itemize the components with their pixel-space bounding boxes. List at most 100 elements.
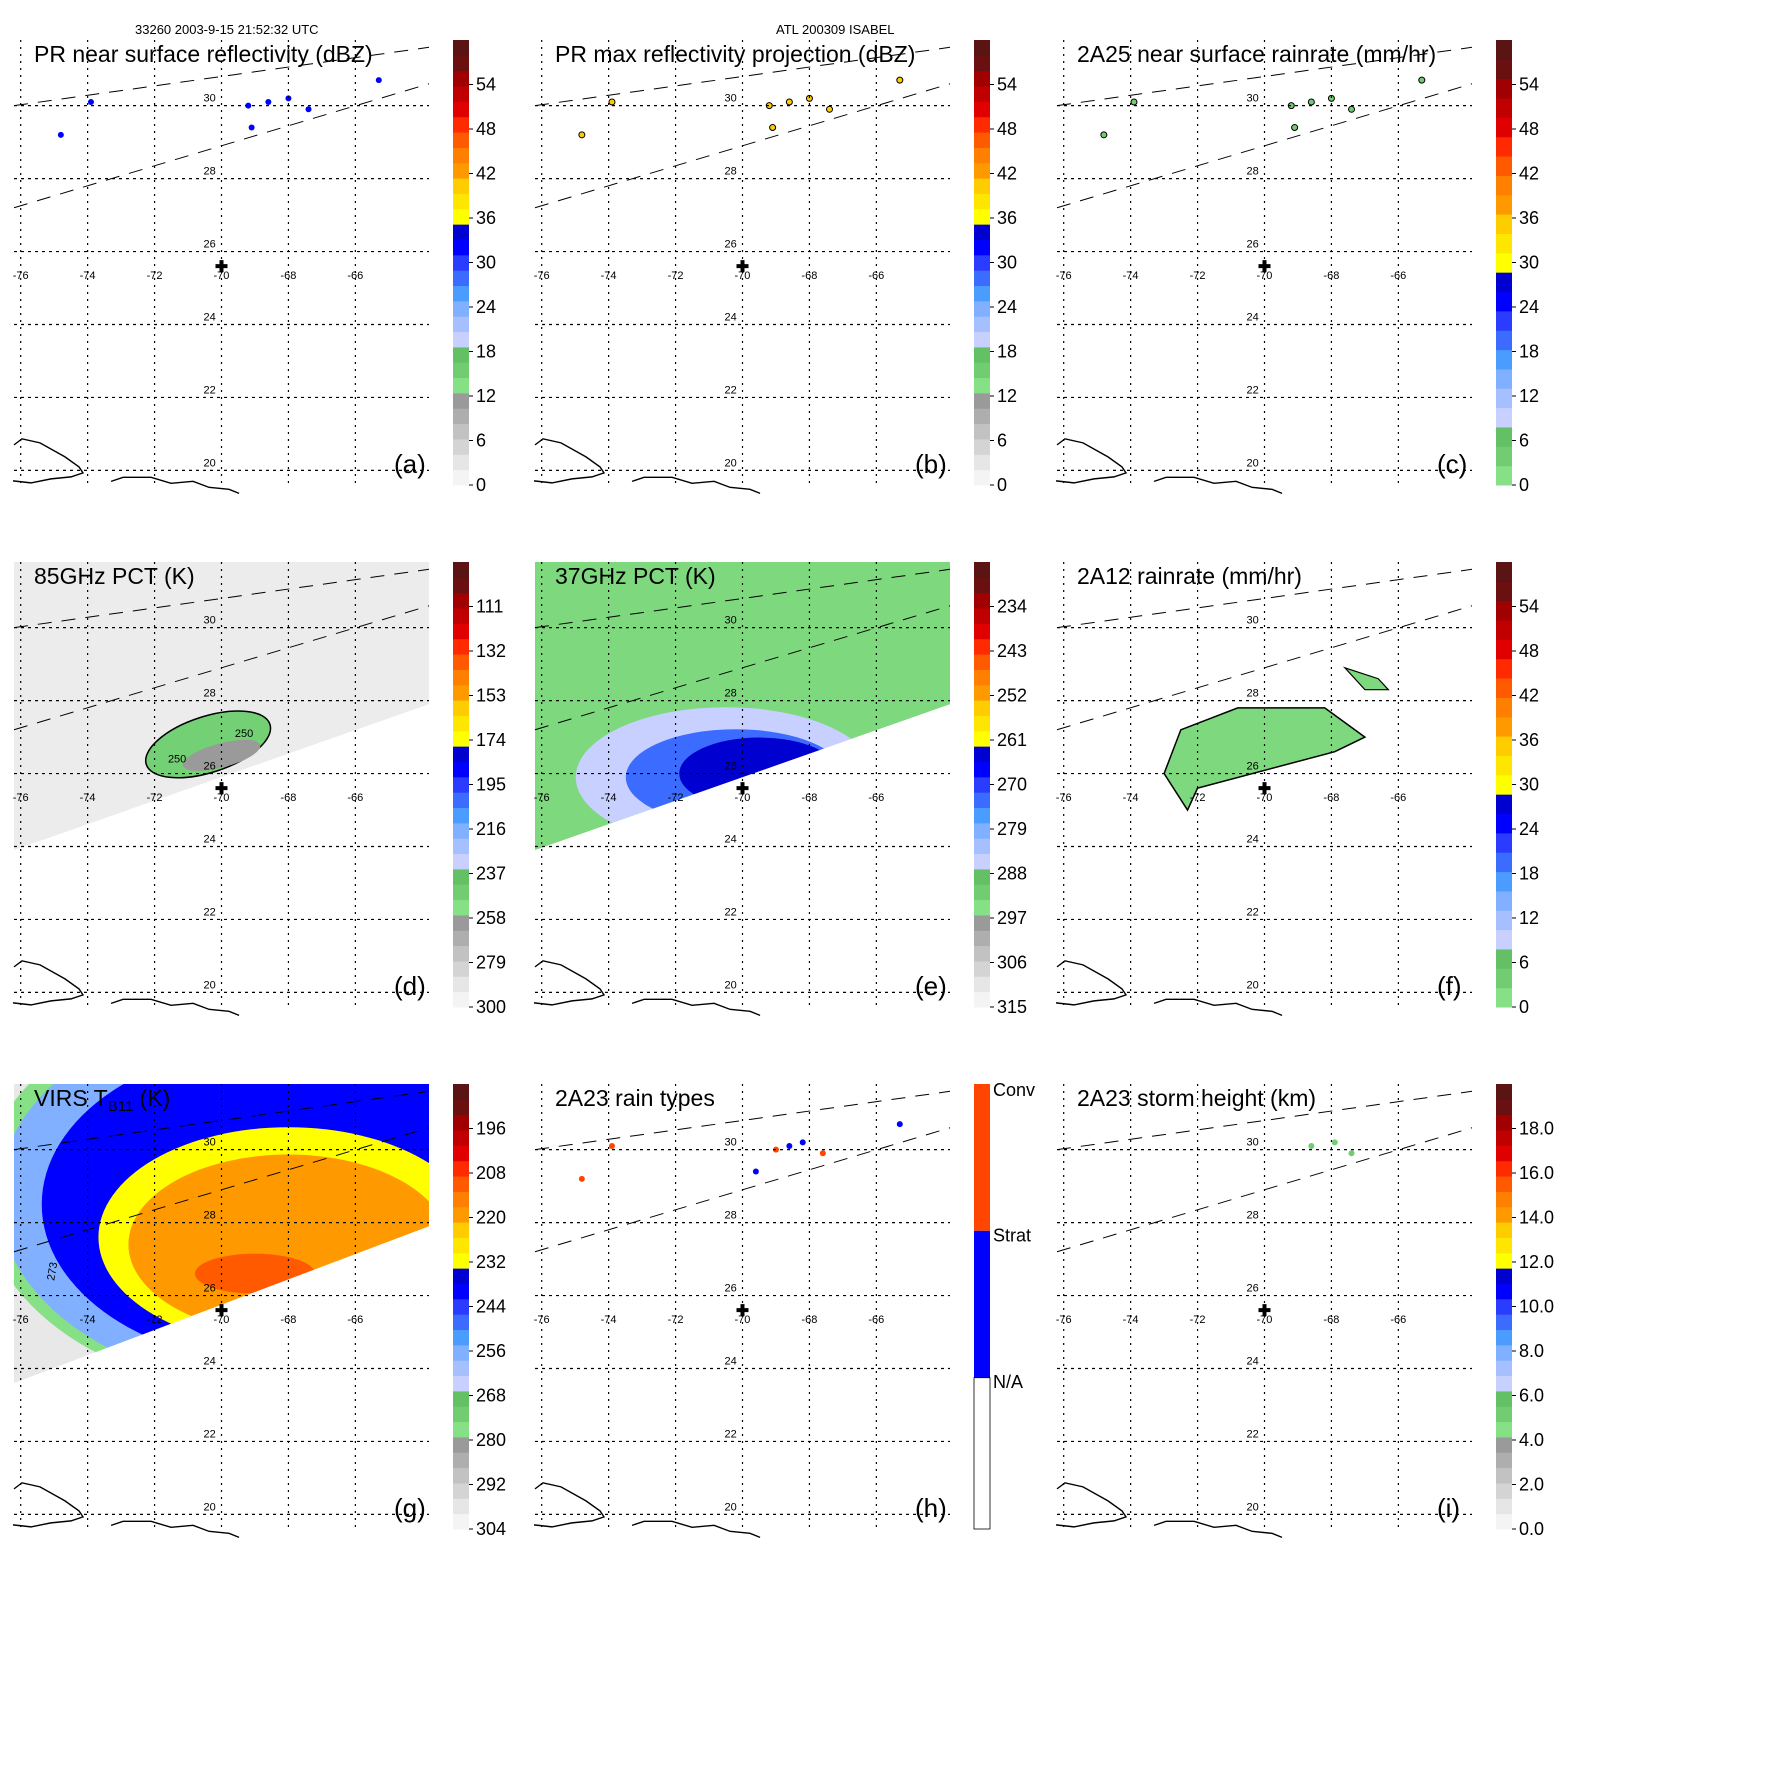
lon-tick-label: -66 bbox=[1390, 1314, 1406, 1326]
lat-tick-label: 30 bbox=[1247, 615, 1259, 627]
colorbar-segment bbox=[1496, 1206, 1512, 1223]
panel-label: (f) bbox=[1437, 971, 1462, 1001]
colorbar-segment bbox=[453, 623, 469, 640]
colorbar-segment bbox=[453, 868, 469, 885]
colorbar-tick-label: 304 bbox=[476, 1519, 506, 1539]
colorbar-segment bbox=[453, 392, 469, 409]
colorbar-segment bbox=[453, 254, 469, 271]
colorbar-tick-label: 0 bbox=[1519, 997, 1529, 1017]
colorbar-segment bbox=[453, 700, 469, 716]
colorbar-tick-label: 258 bbox=[476, 908, 506, 928]
colorbar-tick-label: 36 bbox=[997, 208, 1017, 228]
lon-tick-label: -70 bbox=[735, 1314, 751, 1326]
lat-tick-label: 26 bbox=[204, 239, 216, 251]
colorbar-segment bbox=[1496, 852, 1512, 873]
colorbar-segment bbox=[453, 1099, 469, 1116]
colorbar-segment bbox=[1496, 639, 1512, 660]
colorbar-segment bbox=[1496, 910, 1512, 931]
lat-tick-label: 28 bbox=[725, 688, 737, 700]
panel-title: 37GHz PCT (K) bbox=[555, 563, 716, 589]
colorbar-segment bbox=[453, 377, 469, 394]
lat-tick-label: 22 bbox=[1247, 1428, 1259, 1440]
colorbar-tick-label: 12 bbox=[476, 386, 496, 406]
colorbar-segment bbox=[1496, 98, 1512, 118]
colorbar-segment bbox=[1496, 1145, 1512, 1162]
lat-tick-label: 22 bbox=[1247, 384, 1259, 396]
echo-cell bbox=[785, 98, 793, 106]
colorbar-segment bbox=[1496, 600, 1512, 621]
colorbar-segment bbox=[1496, 1176, 1512, 1192]
colorbar-segment bbox=[453, 1145, 469, 1162]
lon-tick-label: -74 bbox=[1123, 792, 1139, 804]
storm-height-pixel bbox=[1331, 1139, 1338, 1146]
colorbar-segment bbox=[453, 1498, 469, 1515]
colorbar-segment bbox=[453, 1329, 469, 1346]
storm-name: ATL 200309 ISABEL bbox=[776, 22, 895, 37]
colorbar-segment bbox=[1496, 929, 1512, 950]
colorbar-category-label: N/A bbox=[993, 1372, 1023, 1392]
rain-type-pixel bbox=[786, 1143, 793, 1150]
colorbar-segment bbox=[453, 991, 469, 1008]
colorbar-conv bbox=[974, 1084, 990, 1231]
colorbar-segment bbox=[974, 346, 990, 363]
colorbar-tick-label: 12 bbox=[1519, 908, 1539, 928]
colorbar-segment bbox=[1496, 1329, 1512, 1346]
colorbar-segment bbox=[1496, 465, 1512, 486]
map-e: -76 -74 -72 -70 -68 -66 30 28 26 24 22 20 37GHz PCT … bbox=[534, 562, 1027, 1017]
map-h: -76 -74 -72 -70 -68 -66 30 28 26 24 22 20 2A23 rain … bbox=[534, 1080, 1035, 1539]
colorbar-segment bbox=[1496, 1314, 1512, 1331]
map-content bbox=[578, 76, 904, 139]
colorbar-segment bbox=[974, 592, 990, 609]
colorbar-segment bbox=[453, 86, 469, 102]
colorbar-tick-label: 256 bbox=[476, 1341, 506, 1361]
colorbar-segment bbox=[453, 1467, 469, 1484]
colorbar-segment bbox=[974, 392, 990, 409]
panel-e: -76 -74 -72 -70 -68 -66 30 28 26 24 22 20 37GHz PCT … bbox=[534, 562, 1055, 1082]
colorbar-segment bbox=[1496, 1375, 1512, 1392]
lat-tick-label: 24 bbox=[725, 834, 737, 846]
colorbar-tick-label: 6 bbox=[476, 431, 486, 451]
colorbar-segment bbox=[453, 346, 469, 363]
lon-tick-label: -74 bbox=[1123, 1314, 1139, 1326]
echo-cell bbox=[578, 131, 586, 139]
colorbar-segment bbox=[1496, 1436, 1512, 1453]
lat-tick-label: 24 bbox=[1247, 1356, 1259, 1368]
colorbar-segment bbox=[1496, 1406, 1512, 1423]
colorbar-segment bbox=[1496, 1421, 1512, 1438]
colorbar-segment bbox=[974, 454, 990, 471]
lat-tick-label: 30 bbox=[725, 93, 737, 105]
colorbar-segment bbox=[974, 746, 990, 762]
colorbar-segment bbox=[1496, 987, 1512, 1008]
lat-tick-label: 26 bbox=[1247, 239, 1259, 251]
echo-cell bbox=[608, 98, 616, 106]
colorbar-tick-label: 196 bbox=[476, 1119, 506, 1139]
colorbar-tick-label: 315 bbox=[997, 997, 1027, 1017]
colorbar-segment bbox=[453, 1160, 469, 1177]
lon-tick-label: -70 bbox=[214, 792, 230, 804]
colorbar-tick-label: 18 bbox=[476, 342, 496, 362]
panel-i: -76 -74 -72 -70 -68 -66 30 28 26 24 22 20 2A23 storm… bbox=[1056, 1084, 1577, 1604]
colorbar-segment bbox=[974, 807, 990, 824]
storm-center-marker bbox=[1258, 782, 1271, 795]
map-content bbox=[1100, 76, 1426, 139]
colorbar-segment bbox=[1496, 832, 1512, 853]
lon-tick-label: -76 bbox=[1056, 792, 1072, 804]
panel-label: (d) bbox=[394, 971, 426, 1001]
lon-tick-label: -74 bbox=[80, 1314, 96, 1326]
colorbar-segment bbox=[1496, 291, 1512, 312]
lat-tick-label: 30 bbox=[204, 615, 216, 627]
colorbar-tick-label: 6 bbox=[1519, 953, 1529, 973]
colorbar-tick-label: 24 bbox=[476, 297, 496, 317]
colorbar-tick-label: 279 bbox=[476, 953, 506, 973]
panel-b: -76 -74 -72 -70 -68 -66 30 28 26 24 22 20 PR max ref… bbox=[534, 40, 1055, 560]
colorbar-segment bbox=[974, 792, 990, 809]
colorbar-segment bbox=[974, 331, 990, 348]
lat-tick-label: 20 bbox=[725, 457, 737, 469]
colorbar-segment bbox=[974, 55, 990, 72]
lat-tick-label: 30 bbox=[1247, 1137, 1259, 1149]
lon-tick-label: -68 bbox=[280, 792, 296, 804]
colorbar-segment bbox=[453, 562, 469, 578]
colorbar-segment bbox=[974, 377, 990, 394]
colorbar-segment bbox=[1496, 194, 1512, 215]
colorbar-tick-label: 268 bbox=[476, 1386, 506, 1406]
